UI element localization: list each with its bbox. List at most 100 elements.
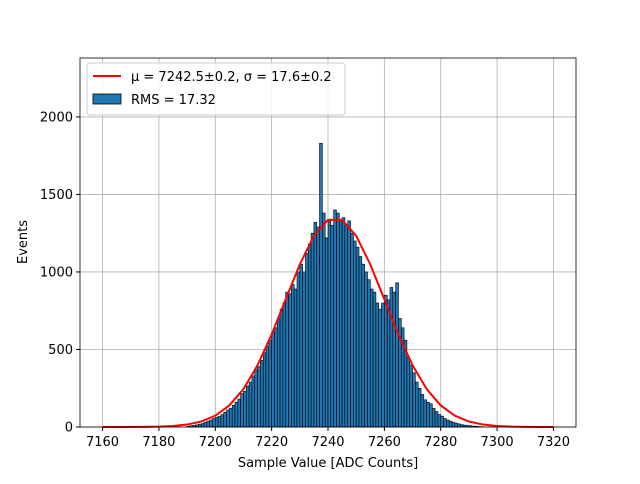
histogram-bar: [320, 143, 323, 427]
histogram-bar: [421, 394, 424, 427]
histogram-bar: [289, 294, 292, 427]
histogram-bar: [390, 287, 393, 427]
histogram-bar: [207, 421, 210, 427]
histogram-bar: [334, 210, 337, 427]
histogram-bar: [413, 373, 416, 427]
histogram-bar: [452, 422, 455, 427]
histogram-bar: [314, 222, 317, 427]
histogram-bar: [455, 423, 458, 427]
histogram-bar: [379, 309, 382, 427]
histogram-bar: [435, 411, 438, 427]
histogram-bar: [221, 415, 224, 427]
histogram-bar: [305, 253, 308, 427]
x-tick-label: 7240: [311, 435, 344, 450]
histogram-bar: [438, 415, 441, 427]
histogram-bar: [342, 218, 345, 427]
histogram-bar: [441, 416, 444, 427]
histogram-bar: [269, 340, 272, 427]
histogram-bar: [365, 272, 368, 427]
histogram-bar: [243, 391, 246, 427]
histogram-bar: [387, 300, 390, 427]
histogram-bar: [427, 402, 430, 427]
histogram-bar: [449, 421, 452, 427]
histogram-bar: [353, 241, 356, 427]
legend-patch: [93, 94, 121, 104]
histogram-bar: [297, 272, 300, 427]
histogram-bar: [294, 289, 297, 427]
histogram-bar: [331, 225, 334, 427]
histogram-bar: [300, 264, 303, 427]
x-tick-label: 7200: [199, 435, 232, 450]
histogram-bar: [198, 424, 201, 427]
histogram-bar: [356, 247, 359, 427]
histogram-bar: [446, 420, 449, 427]
histogram-bar: [241, 394, 244, 427]
histogram-bar: [266, 346, 269, 427]
histogram-bar: [212, 418, 215, 427]
histogram-bar: [210, 420, 213, 427]
histogram-bar: [277, 318, 280, 427]
x-tick-label: 7280: [424, 435, 457, 450]
histogram-bar: [418, 388, 421, 427]
histogram-bar: [308, 244, 311, 427]
histogram-bar: [322, 213, 325, 427]
legend-label: μ = 7242.5±0.2, σ = 17.6±0.2: [131, 70, 332, 85]
y-tick-label: 2000: [40, 110, 73, 125]
histogram-bar: [227, 410, 230, 427]
histogram-bar: [249, 382, 252, 427]
histogram-bar: [291, 284, 294, 427]
histogram-bar: [255, 370, 258, 427]
histogram-bar: [328, 219, 331, 427]
histogram-bar: [317, 227, 320, 427]
histogram-bar: [311, 233, 314, 427]
y-axis-label: Events: [16, 220, 31, 264]
histogram-bar: [384, 295, 387, 427]
histogram-bar: [274, 328, 277, 427]
y-tick-label: 1000: [40, 265, 73, 280]
histogram-bar: [370, 289, 373, 427]
histogram-bar: [432, 408, 435, 427]
histogram-bar: [339, 219, 342, 427]
histogram-bar: [444, 418, 447, 427]
histogram-bar: [246, 386, 249, 427]
histogram-bar: [407, 357, 410, 427]
y-tick-label: 0: [65, 421, 73, 436]
histogram-bar: [263, 353, 266, 427]
histogram-bar: [252, 376, 255, 427]
histogram-bar: [396, 283, 399, 427]
legend-label: RMS = 17.32: [131, 93, 216, 108]
histogram-bar: [224, 412, 227, 427]
histogram-bar: [215, 417, 218, 427]
histogram-bar: [458, 424, 461, 427]
x-tick-label: 7300: [481, 435, 514, 450]
histogram-bar: [260, 360, 263, 427]
histogram-bar: [351, 233, 354, 427]
histogram-bar: [410, 365, 413, 427]
x-tick-label: 7260: [368, 435, 401, 450]
histogram-bar: [429, 404, 432, 427]
histogram-bar: [348, 221, 351, 427]
histogram-bar: [376, 303, 379, 427]
histogram-bar: [325, 238, 328, 427]
histogram-bar: [232, 405, 235, 427]
histogram-bar: [303, 272, 306, 427]
x-axis-label: Sample Value [ADC Counts]: [238, 456, 418, 471]
histogram-bar: [235, 402, 238, 427]
histogram-bar: [258, 367, 261, 427]
histogram-bar: [201, 424, 204, 427]
histogram-bar: [272, 332, 275, 427]
histogram-bar: [373, 292, 376, 427]
x-tick-label: 7220: [255, 435, 288, 450]
histogram-bar: [415, 382, 418, 427]
histogram-bar: [393, 292, 396, 427]
histogram-bar: [283, 303, 286, 427]
histogram-bar: [238, 399, 241, 427]
histogram-bar: [280, 309, 283, 427]
histogram-bar: [204, 422, 207, 427]
histogram-bar: [424, 400, 427, 427]
x-tick-label: 7180: [142, 435, 175, 450]
histogram-bar: [359, 256, 362, 427]
histogram-bar: [345, 225, 348, 427]
y-tick-label: 1500: [40, 188, 73, 203]
